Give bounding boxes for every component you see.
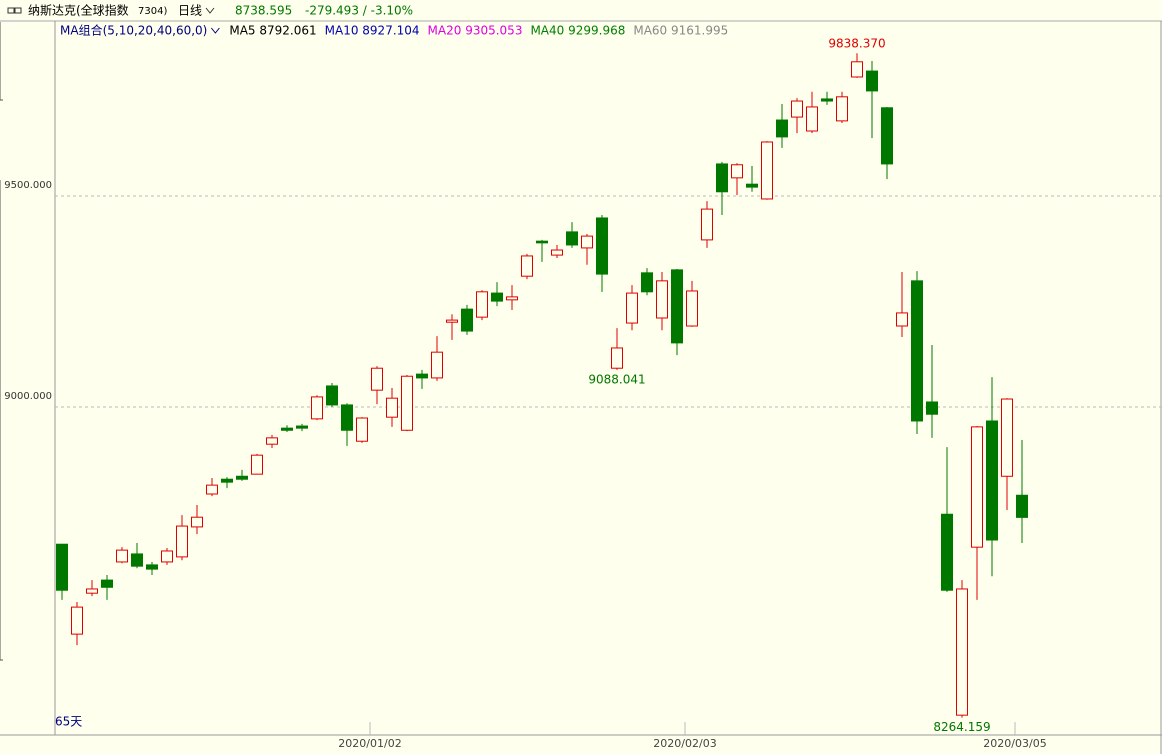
title: 纳斯达克(全球指数	[28, 3, 129, 18]
x-tick-label: 2020/01/02	[338, 737, 401, 750]
candle-body	[116, 549, 128, 563]
candle-body	[56, 543, 68, 591]
candle-body	[431, 351, 443, 379]
candle-body	[161, 550, 173, 563]
ma-legend: MA5 8792.061	[229, 24, 316, 38]
candle-body	[866, 70, 878, 92]
extreme-label: 9088.041	[588, 372, 645, 386]
ma-legend: MA10 8927.104	[325, 24, 420, 38]
candle-body	[806, 106, 818, 132]
candle-body	[626, 292, 638, 324]
code: 7304)	[138, 6, 167, 17]
candle-body	[791, 100, 803, 118]
candle-body	[356, 417, 368, 442]
candle-body	[296, 425, 308, 429]
icon[interactable]	[13, 7, 22, 14]
x-tick-label: 2020/02/03	[653, 737, 716, 750]
price: 8738.595	[235, 4, 292, 18]
candle-body	[311, 396, 323, 420]
candle-body	[281, 427, 293, 431]
candle-body	[386, 397, 398, 418]
candle-body	[611, 347, 623, 369]
candle-body	[746, 183, 758, 188]
period[interactable]: 日线	[178, 4, 202, 18]
candle-body	[176, 525, 188, 558]
candle-body	[596, 217, 608, 275]
candle-body	[461, 308, 473, 332]
scroll-bracket	[0, 22, 3, 661]
period-label: 65天	[55, 715, 82, 729]
candle-body	[836, 96, 848, 122]
candle-body	[206, 484, 218, 495]
candle-body	[851, 61, 863, 78]
candle-body	[821, 98, 833, 102]
candle-body	[956, 588, 968, 716]
candle-body	[236, 475, 248, 480]
ma-legend: MA20 9305.053	[428, 24, 523, 38]
icon[interactable]	[7, 7, 16, 14]
candle-body	[971, 426, 983, 548]
candle-body	[491, 292, 503, 302]
y-tick-label: 9500.000	[4, 180, 52, 191]
candle-body	[581, 235, 593, 249]
dropdown-arrow[interactable]	[205, 7, 215, 14]
candle-body	[911, 280, 923, 422]
extreme-label: 9838.370	[828, 37, 885, 51]
y-tick-label: 9000.000	[4, 391, 52, 402]
candle-body	[701, 208, 713, 241]
candle-body	[986, 420, 998, 541]
candle-body	[326, 385, 338, 406]
candle-body	[476, 291, 488, 318]
candle-body	[266, 437, 278, 445]
ma-legend: MA40 9299.968	[530, 24, 625, 38]
candle-body	[341, 404, 353, 431]
candle-body	[101, 579, 113, 588]
candle-body	[1016, 494, 1028, 518]
candle-body	[521, 255, 533, 277]
candle-body	[716, 163, 728, 193]
candle-body	[131, 553, 143, 567]
candle-body	[566, 231, 578, 246]
candle-body	[146, 564, 158, 570]
candle-body	[941, 513, 953, 591]
candle-body	[731, 164, 743, 179]
candle-body	[191, 516, 203, 528]
candle-body	[446, 319, 458, 323]
candle-body	[251, 454, 263, 475]
candle-body	[1001, 398, 1013, 477]
x-tick-label: 2020/03/05	[983, 737, 1046, 750]
ma-legend: MA60 9161.995	[633, 24, 728, 38]
candle-body	[896, 312, 908, 327]
candle-body	[776, 119, 788, 138]
candle-body	[641, 272, 653, 293]
candle-body	[926, 401, 938, 415]
header-bar	[0, 0, 1162, 21]
candle-body	[86, 588, 98, 594]
candle-body	[416, 373, 428, 379]
candle-body	[371, 367, 383, 391]
candle-body	[761, 141, 773, 200]
ma-legend: MA组合(5,10,20,40,60,0)	[60, 23, 207, 38]
change: -279.493 / -3.10%	[305, 4, 413, 18]
candle-body	[671, 269, 683, 344]
candle-body	[881, 107, 893, 165]
candle-body	[221, 478, 233, 483]
candle-body	[536, 240, 548, 244]
candle-body	[401, 375, 413, 431]
candle-body	[686, 290, 698, 327]
candle-body	[506, 296, 518, 301]
candle-body	[71, 606, 83, 635]
candle-body	[656, 280, 668, 319]
extreme-label: 8264.159	[933, 720, 990, 734]
dropdown-arrow	[210, 27, 220, 34]
candle-body	[551, 249, 563, 256]
